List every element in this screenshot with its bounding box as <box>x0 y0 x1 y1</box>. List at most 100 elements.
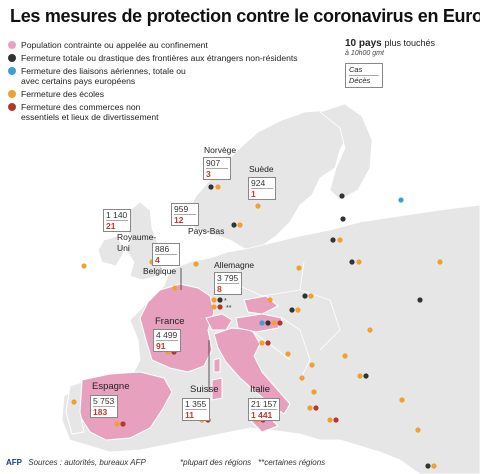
cases-france: 4 499 <box>156 330 178 341</box>
dot-austria-shop <box>277 320 283 326</box>
cases-ru: 1 140 <box>106 210 128 221</box>
pointer-lines <box>180 268 210 392</box>
dot-norway-border <box>208 184 214 190</box>
footer: AFP Sources : autorités, bureaux AFP <box>6 458 146 467</box>
dot-bulgaria-border <box>363 373 369 379</box>
dot-montenegro-school <box>311 389 317 395</box>
label-paysbas: Pays-Bas <box>188 226 225 236</box>
land-finland <box>319 103 373 201</box>
legend-label: Fermeture des commerces non essentiels e… <box>21 102 159 122</box>
dot-greece-school <box>327 417 333 423</box>
cases-paysbas: 959 <box>174 204 196 215</box>
dot-germany-shop2 <box>211 304 217 310</box>
legend-item-border: Fermeture totale ou drastique des fronti… <box>8 53 328 63</box>
dot-turkey-school <box>399 397 405 403</box>
label-france: France <box>155 316 185 327</box>
cases-espagne: 5 753 <box>93 396 115 407</box>
label-suisse: Suisse <box>190 384 219 395</box>
austria-shape <box>235 313 283 333</box>
deaths-suisse: 11 <box>185 410 194 420</box>
dot-slovenia-school <box>259 340 265 346</box>
dot-austria-border <box>265 320 271 326</box>
afp-logo: AFP <box>6 458 22 467</box>
top-heading: 10 pays plus touchés <box>345 38 436 49</box>
top-info: 10 pays plus touchés à 10h00 gmt Cas Déc… <box>345 38 435 88</box>
dot-latvia-border <box>330 237 336 243</box>
dot-poland-school <box>302 293 308 299</box>
dot-ireland-school <box>81 263 87 269</box>
cases-norvege: 907 <box>206 158 228 169</box>
legend-label: Population contrainte ou appelée au conf… <box>21 40 208 50</box>
dot-denmark-school <box>237 222 243 228</box>
box-suisse: 1 355 11 <box>182 398 210 421</box>
label-italie: Italie <box>250 384 271 395</box>
map-title: Les mesures de protection contre le coro… <box>10 6 480 26</box>
dot-croatia-school <box>285 351 291 357</box>
deaths-ru: 21 <box>106 221 116 231</box>
dot-poland-border <box>296 265 302 271</box>
switzerland-shape <box>205 313 233 331</box>
box-italie: 21 157 1 441 <box>248 398 280 421</box>
dot-portugal-school <box>71 399 77 405</box>
deaths-espagne: 183 <box>93 407 108 417</box>
dot-lithuania-border <box>349 259 355 265</box>
land-ireland <box>97 235 125 267</box>
orange-dot-icon <box>8 90 16 98</box>
dot-germany-shop <box>217 304 223 310</box>
germany-note-asterisk2: ** <box>226 305 232 312</box>
dot-spain-shop <box>120 421 126 427</box>
dot-turkey-school2 <box>415 427 421 433</box>
dot-cyprus-school <box>431 463 437 469</box>
deaths-france: 91 <box>156 341 166 351</box>
dark-dot-icon <box>8 54 16 62</box>
box-paysbas: 959 12 <box>171 203 199 226</box>
label-belgique: Belgique <box>143 266 177 276</box>
dot-austria-air <box>259 320 265 326</box>
cases-suisse: 1 355 <box>185 399 207 410</box>
dot-ukraine-border <box>417 297 423 303</box>
dot-czech-school <box>267 297 273 303</box>
dot-finland-air <box>398 197 404 203</box>
dot-latvia-school <box>337 237 343 243</box>
legend-item-shops: Fermeture des commerces non essentiels e… <box>8 102 178 122</box>
box-espagne: 5 753 183 <box>90 395 118 418</box>
box-allemagne: 3 795 8 <box>214 272 242 295</box>
dot-moldova-school <box>367 327 373 333</box>
dot-belgium-school <box>172 285 178 291</box>
dot-poland-shop <box>308 293 314 299</box>
dot-slovenia-shop <box>265 340 271 346</box>
cases-allemagne: 3 795 <box>217 273 239 284</box>
dot-estonia-border <box>340 216 346 222</box>
box-belgique: 886 4 <box>152 243 180 266</box>
dot-serbia-school <box>309 362 315 368</box>
box-france: 4 499 91 <box>153 329 181 352</box>
legend-item-school: Fermeture des écoles <box>8 89 328 99</box>
dot-russia-school <box>437 259 443 265</box>
key-cases: Cas <box>349 65 379 76</box>
dot-germany-border <box>217 297 223 303</box>
portugal-shape <box>65 381 85 435</box>
label-espagne: Espagne <box>92 381 130 392</box>
deaths-norvege: 3 <box>206 169 211 179</box>
note-most-regions: *plupart des régions <box>180 458 252 467</box>
deaths-allemagne: 8 <box>217 284 222 294</box>
cases-belgique: 886 <box>155 244 177 255</box>
legend-item-confinement: Population contrainte ou appelée au conf… <box>8 40 328 50</box>
deaths-suede: 1 <box>251 189 256 199</box>
dot-bulgaria-school <box>357 373 363 379</box>
corsica-shape <box>213 357 221 373</box>
red-dot-icon <box>8 103 16 111</box>
legend-item-air: Fermeture des liaisons aériennes, totale… <box>8 66 198 86</box>
legend-label: Fermeture des écoles <box>21 89 105 99</box>
dot-albania-school <box>307 405 313 411</box>
dot-albania-shop <box>313 405 319 411</box>
note-some-regions: **certaines régions <box>258 458 326 467</box>
deaths-paysbas: 12 <box>174 215 184 225</box>
dot-netherlands-school <box>193 261 199 267</box>
cases-suede: 924 <box>251 178 273 189</box>
sardinia-shape <box>211 377 223 401</box>
dot-slovakia-school <box>295 307 301 313</box>
dot-romania-border <box>342 353 348 359</box>
label-allemagne: Allemagne <box>214 260 255 270</box>
key-box: Cas Décès <box>345 63 383 88</box>
